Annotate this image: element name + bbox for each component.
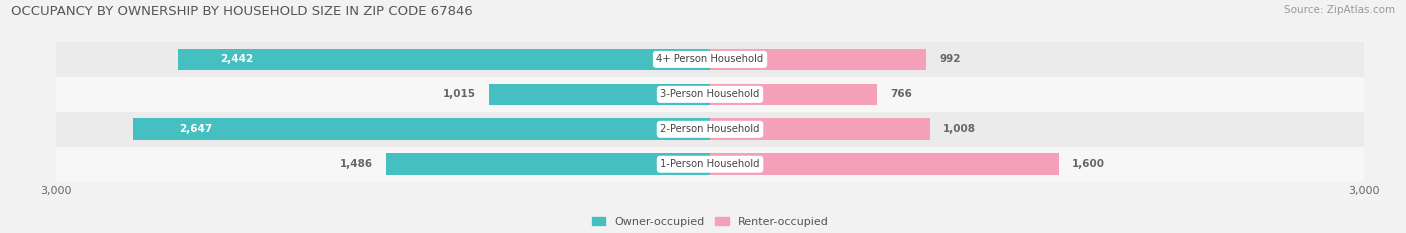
Bar <box>56 112 1364 147</box>
Text: 1,600: 1,600 <box>1071 159 1105 169</box>
Text: OCCUPANCY BY OWNERSHIP BY HOUSEHOLD SIZE IN ZIP CODE 67846: OCCUPANCY BY OWNERSHIP BY HOUSEHOLD SIZE… <box>11 5 472 18</box>
Text: 992: 992 <box>939 55 960 64</box>
Text: 1-Person Household: 1-Person Household <box>661 159 759 169</box>
Bar <box>710 83 877 105</box>
Bar <box>387 153 710 175</box>
Legend: Owner-occupied, Renter-occupied: Owner-occupied, Renter-occupied <box>588 212 832 231</box>
Text: 1,008: 1,008 <box>943 124 976 134</box>
Text: 2-Person Household: 2-Person Household <box>661 124 759 134</box>
Bar <box>177 49 710 70</box>
Text: 4+ Person Household: 4+ Person Household <box>657 55 763 64</box>
Text: Source: ZipAtlas.com: Source: ZipAtlas.com <box>1284 5 1395 15</box>
Bar <box>710 118 929 140</box>
Text: 1,015: 1,015 <box>443 89 475 99</box>
Text: 2,442: 2,442 <box>221 55 253 64</box>
Bar <box>56 77 1364 112</box>
Bar <box>489 83 710 105</box>
Text: 3-Person Household: 3-Person Household <box>661 89 759 99</box>
Text: 766: 766 <box>890 89 912 99</box>
Text: 1,486: 1,486 <box>340 159 373 169</box>
Text: 2,647: 2,647 <box>180 124 212 134</box>
Bar <box>710 153 1059 175</box>
Bar <box>56 147 1364 182</box>
Bar <box>710 49 927 70</box>
Bar <box>134 118 710 140</box>
Bar <box>56 42 1364 77</box>
